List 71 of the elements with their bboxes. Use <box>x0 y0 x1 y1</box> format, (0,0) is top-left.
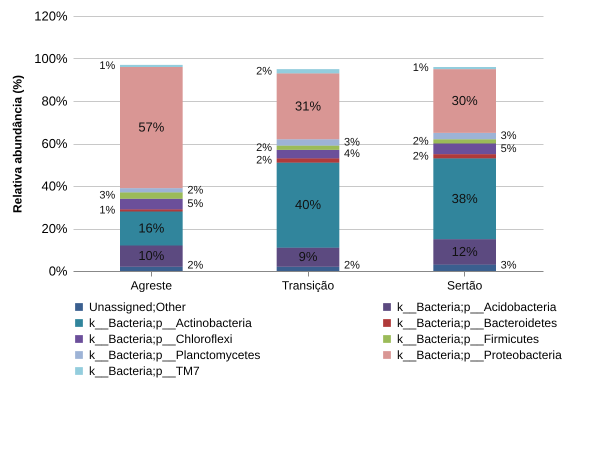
bar <box>433 239 496 265</box>
text: 2% <box>187 184 204 196</box>
bar <box>120 212 183 246</box>
text: 5% <box>187 198 204 210</box>
x-tick-label: Agreste <box>130 278 172 292</box>
y-tick-label: 40% <box>41 178 68 194</box>
text: 16% <box>138 220 164 236</box>
legend-label: k__Bacteria;p__Firmicutes <box>397 332 540 346</box>
text: 9% <box>298 249 318 264</box>
y-tick-label: 20% <box>41 221 68 236</box>
y-axis-title: Relativa abundância (%) <box>10 74 24 214</box>
text: 12% <box>452 244 478 259</box>
legend-label: k__Bacteria;p__Proteobacteria <box>397 348 562 362</box>
bar <box>120 192 183 199</box>
text: 2% <box>344 260 360 272</box>
legend-label: k__Bacteria;p__Bacteroidetes <box>397 316 558 330</box>
legend-label: k__Bacteria;p__Chloroflexi <box>89 332 232 346</box>
bar <box>276 248 340 267</box>
text: 1% <box>412 62 429 74</box>
legend-label: Unassigned;Other <box>89 300 186 314</box>
bar <box>120 198 183 210</box>
text: 57% <box>138 120 164 135</box>
bar <box>433 144 496 154</box>
bar <box>120 246 183 267</box>
bar <box>276 73 340 140</box>
text: 2% <box>256 65 272 78</box>
legend-label: k__Bacteria;p__Acidobacteria <box>397 300 557 314</box>
text: 4% <box>344 148 360 160</box>
text: 2% <box>187 260 204 272</box>
bar <box>120 188 183 192</box>
bar <box>276 150 340 158</box>
text: 2% <box>256 142 272 154</box>
text: 40% <box>294 197 322 212</box>
text: 38% <box>452 190 478 206</box>
bar <box>276 158 340 163</box>
text: 3% <box>99 190 116 202</box>
y-tick-label: 60% <box>41 136 68 151</box>
bar <box>276 146 340 150</box>
y-tick-label: 0% <box>48 264 68 278</box>
text: 1% <box>99 204 116 216</box>
bar <box>433 139 496 144</box>
text: 5% <box>500 142 517 155</box>
text: 2% <box>256 154 272 166</box>
text: 3% <box>500 130 517 142</box>
bar <box>276 69 340 74</box>
y-tick-label: 120% <box>34 8 68 24</box>
bar <box>120 266 183 271</box>
text: 3% <box>500 260 517 272</box>
x-tick-label: Sertão <box>446 278 483 292</box>
bar <box>276 266 340 271</box>
bar <box>433 132 496 140</box>
bar <box>276 139 340 146</box>
y-tick-label: 80% <box>41 94 68 108</box>
bar <box>120 67 183 188</box>
text: 3% <box>344 136 360 148</box>
text: 1% <box>99 60 116 72</box>
bar <box>433 69 496 133</box>
text: 31% <box>294 98 322 114</box>
bar <box>276 162 340 248</box>
y-tick-label: 100% <box>34 51 68 66</box>
legend-label: k__Bacteria;p__Planctomycetes <box>89 348 260 362</box>
x-tick-label: Transição <box>282 278 334 292</box>
bar <box>433 264 496 271</box>
legend-label: k__Bacteria;p__TM7 <box>89 364 200 378</box>
text: 2% <box>412 150 429 162</box>
text: 30% <box>452 93 478 108</box>
text: 2% <box>412 135 429 148</box>
legend-label: k__Bacteria;p__Actinobacteria <box>89 316 252 330</box>
bar <box>433 154 496 158</box>
text: 10% <box>138 248 164 264</box>
bar <box>433 158 496 240</box>
